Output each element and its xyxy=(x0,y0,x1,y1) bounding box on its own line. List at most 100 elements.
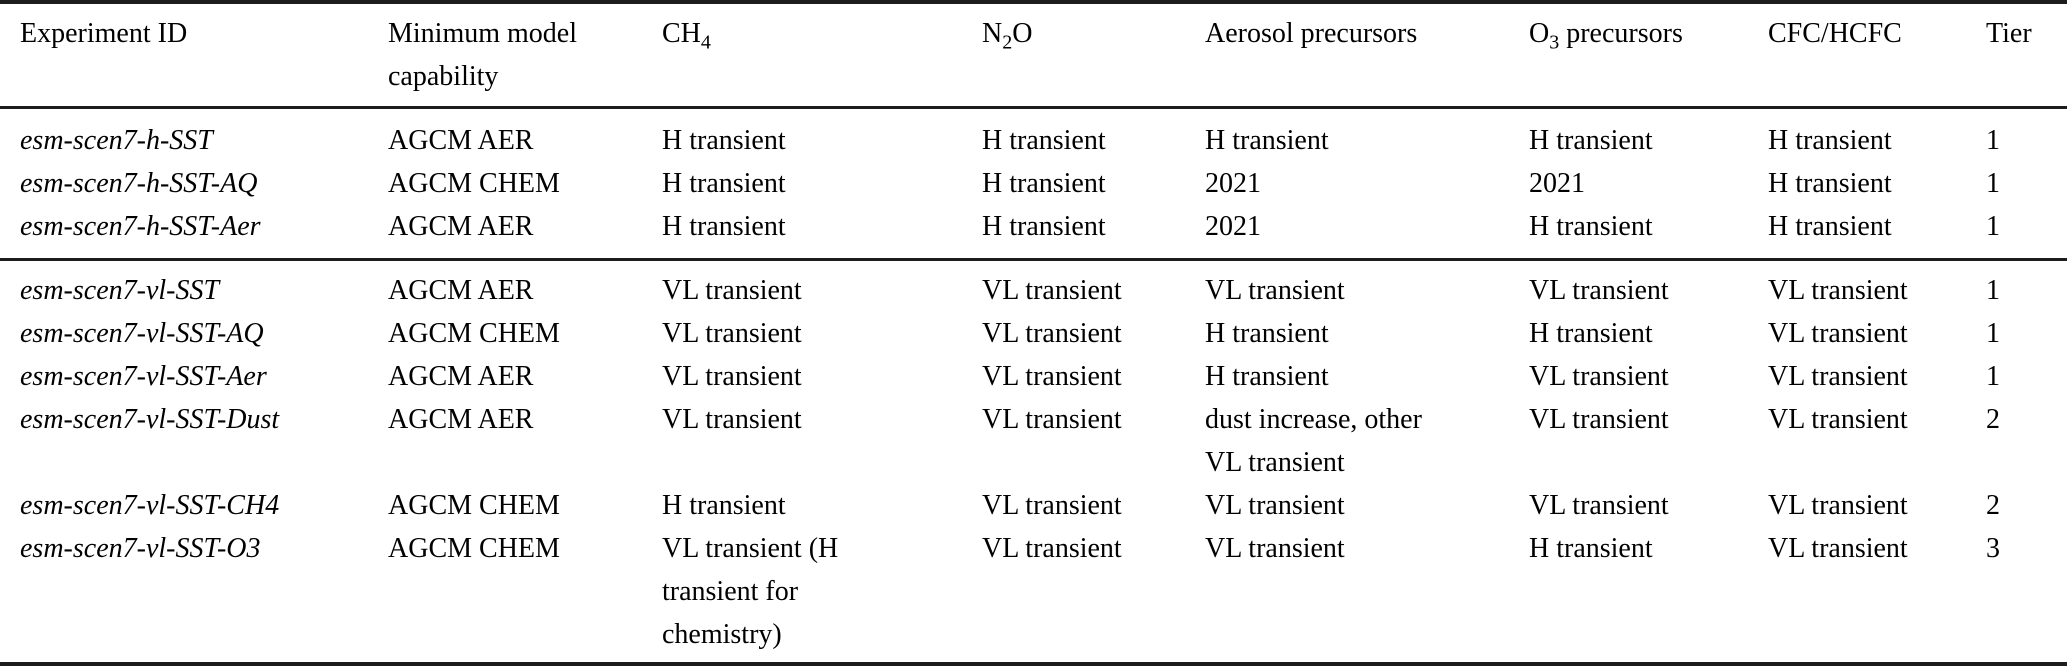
cell-n2o: H transient xyxy=(982,211,1106,242)
cell-o3-precursors: H transient xyxy=(1529,125,1653,156)
cell-tier: 1 xyxy=(1986,318,2000,349)
column-header-o3-precursors: O3 precursors xyxy=(1529,2,1768,108)
header-subscript: 2 xyxy=(1002,31,1013,54)
header-text: Minimum model capability xyxy=(388,18,577,92)
header-text: Aerosol precursors xyxy=(1205,18,1418,49)
table-row: esm-scen7-vl-SST-Dust AGCM AER VL transien… xyxy=(0,398,2067,484)
cell-cfc-hcfc: VL transient xyxy=(1768,404,1908,435)
header-text: precursors xyxy=(1559,18,1683,49)
cell-experiment-id: esm-scen7-vl-SST-Dust xyxy=(20,404,280,435)
cell-tier: 2 xyxy=(1986,490,2000,521)
cell-cfc-hcfc: H transient xyxy=(1768,168,1892,199)
table-row: esm-scen7-h-SST AGCM AER H transient H tran… xyxy=(0,108,2067,163)
cell-minimum-model-capability: AGCM CHEM xyxy=(388,533,560,564)
cell-tier: 1 xyxy=(1986,361,2000,392)
header-text: CH xyxy=(662,18,701,49)
cell-cfc-hcfc: VL transient xyxy=(1768,275,1908,306)
cell-minimum-model-capability: AGCM AER xyxy=(388,275,534,306)
cell-experiment-id: esm-scen7-h-SST-Aer xyxy=(20,211,261,242)
cell-tier: 1 xyxy=(1986,125,2000,156)
cell-n2o: VL transient xyxy=(982,361,1122,392)
cell-ch4: VL transient (H transient for chemistry) xyxy=(662,533,839,650)
cell-n2o: VL transient xyxy=(982,404,1122,435)
cell-cfc-hcfc: VL transient xyxy=(1768,318,1908,349)
table-row: esm-scen7-vl-SST-O3 AGCM CHEM VL transient… xyxy=(0,527,2067,664)
cell-cfc-hcfc: VL transient xyxy=(1768,533,1908,564)
header-text: CFC/HCFC xyxy=(1768,18,1902,49)
cell-ch4: H transient xyxy=(662,490,786,521)
header-text: O xyxy=(1529,18,1550,49)
cell-ch4: VL transient xyxy=(662,361,802,392)
cell-aerosol-precursors: H transient xyxy=(1205,361,1329,392)
cell-cfc-hcfc: H transient xyxy=(1768,211,1892,242)
cell-aerosol-precursors: 2021 xyxy=(1205,211,1261,242)
header-subscript: 4 xyxy=(700,31,711,54)
cell-minimum-model-capability: AGCM AER xyxy=(388,404,534,435)
column-header-ch4: CH4 xyxy=(662,2,982,108)
header-text: N xyxy=(982,18,1003,49)
table-section-verylow: esm-scen7-vl-SST AGCM AER VL transient VL t… xyxy=(0,260,2067,665)
cell-ch4: H transient xyxy=(662,125,786,156)
cell-experiment-id: esm-scen7-h-SST xyxy=(20,125,213,156)
cell-tier: 3 xyxy=(1986,533,2000,564)
header-row: Experiment ID Minimum model capability CH4… xyxy=(0,2,2067,108)
cell-aerosol-precursors: 2021 xyxy=(1205,168,1261,199)
cell-minimum-model-capability: AGCM CHEM xyxy=(388,168,560,199)
cell-o3-precursors: H transient xyxy=(1529,533,1653,564)
cell-ch4: VL transient xyxy=(662,275,802,306)
cell-minimum-model-capability: AGCM AER xyxy=(388,125,534,156)
cell-experiment-id: esm-scen7-h-SST-AQ xyxy=(20,168,258,199)
cell-o3-precursors: H transient xyxy=(1529,318,1653,349)
cell-minimum-model-capability: AGCM CHEM xyxy=(388,318,560,349)
cell-experiment-id: esm-scen7-vl-SST-CH4 xyxy=(20,490,280,521)
cell-aerosol-precursors: H transient xyxy=(1205,125,1329,156)
cell-n2o: VL transient xyxy=(982,533,1122,564)
cell-o3-precursors: VL transient xyxy=(1529,490,1669,521)
cell-o3-precursors: H transient xyxy=(1529,211,1653,242)
cell-minimum-model-capability: AGCM AER xyxy=(388,361,534,392)
column-header-n2o: N2O xyxy=(982,2,1205,108)
cell-tier: 2 xyxy=(1986,404,2000,435)
column-header-aerosol-precursors: Aerosol precursors xyxy=(1205,2,1529,108)
cell-n2o: VL transient xyxy=(982,275,1122,306)
cell-ch4: H transient xyxy=(662,168,786,199)
cell-experiment-id: esm-scen7-vl-SST-O3 xyxy=(20,533,261,564)
table-row: esm-scen7-vl-SST-CH4 AGCM CHEM H transient… xyxy=(0,484,2067,527)
cell-experiment-id: esm-scen7-vl-SST-Aer xyxy=(20,361,267,392)
cell-o3-precursors: VL transient xyxy=(1529,361,1669,392)
cell-aerosol-precursors: dust increase, other VL transient xyxy=(1205,404,1422,478)
table-section-historical: esm-scen7-h-SST AGCM AER H transient H tran… xyxy=(0,108,2067,260)
cell-n2o: VL transient xyxy=(982,318,1122,349)
table-row: esm-scen7-vl-SST-AQ AGCM CHEM VL transient… xyxy=(0,312,2067,355)
cell-o3-precursors: VL transient xyxy=(1529,404,1669,435)
cell-aerosol-precursors: VL transient xyxy=(1205,533,1345,564)
table-row: esm-scen7-vl-SST AGCM AER VL transient VL t… xyxy=(0,260,2067,313)
cell-cfc-hcfc: VL transient xyxy=(1768,490,1908,521)
cell-minimum-model-capability: AGCM AER xyxy=(388,211,534,242)
column-header-tier: Tier xyxy=(1986,2,2067,108)
header-subscript: 3 xyxy=(1549,31,1560,54)
cell-n2o: VL transient xyxy=(982,490,1122,521)
cell-experiment-id: esm-scen7-vl-SST xyxy=(20,275,220,306)
cell-tier: 1 xyxy=(1986,275,2000,306)
cell-n2o: H transient xyxy=(982,125,1106,156)
header-text: Experiment ID xyxy=(20,18,188,49)
column-header-cfc-hcfc: CFC/HCFC xyxy=(1768,2,1986,108)
table-row: esm-scen7-h-SST-Aer AGCM AER H transient H … xyxy=(0,205,2067,260)
table-row: esm-scen7-vl-SST-Aer AGCM AER VL transient… xyxy=(0,355,2067,398)
header-text: O xyxy=(1012,18,1033,49)
column-header-minimum-model-capability: Minimum model capability xyxy=(388,2,662,108)
cell-aerosol-precursors: VL transient xyxy=(1205,490,1345,521)
cell-cfc-hcfc: VL transient xyxy=(1768,361,1908,392)
cell-ch4: VL transient xyxy=(662,404,802,435)
cell-n2o: H transient xyxy=(982,168,1106,199)
cell-tier: 1 xyxy=(1986,168,2000,199)
cell-cfc-hcfc: H transient xyxy=(1768,125,1892,156)
table-header: Experiment ID Minimum model capability CH4… xyxy=(0,2,2067,108)
cell-aerosol-precursors: VL transient xyxy=(1205,275,1345,306)
cell-ch4: VL transient xyxy=(662,318,802,349)
header-text: Tier xyxy=(1986,18,2032,49)
cell-experiment-id: esm-scen7-vl-SST-AQ xyxy=(20,318,264,349)
